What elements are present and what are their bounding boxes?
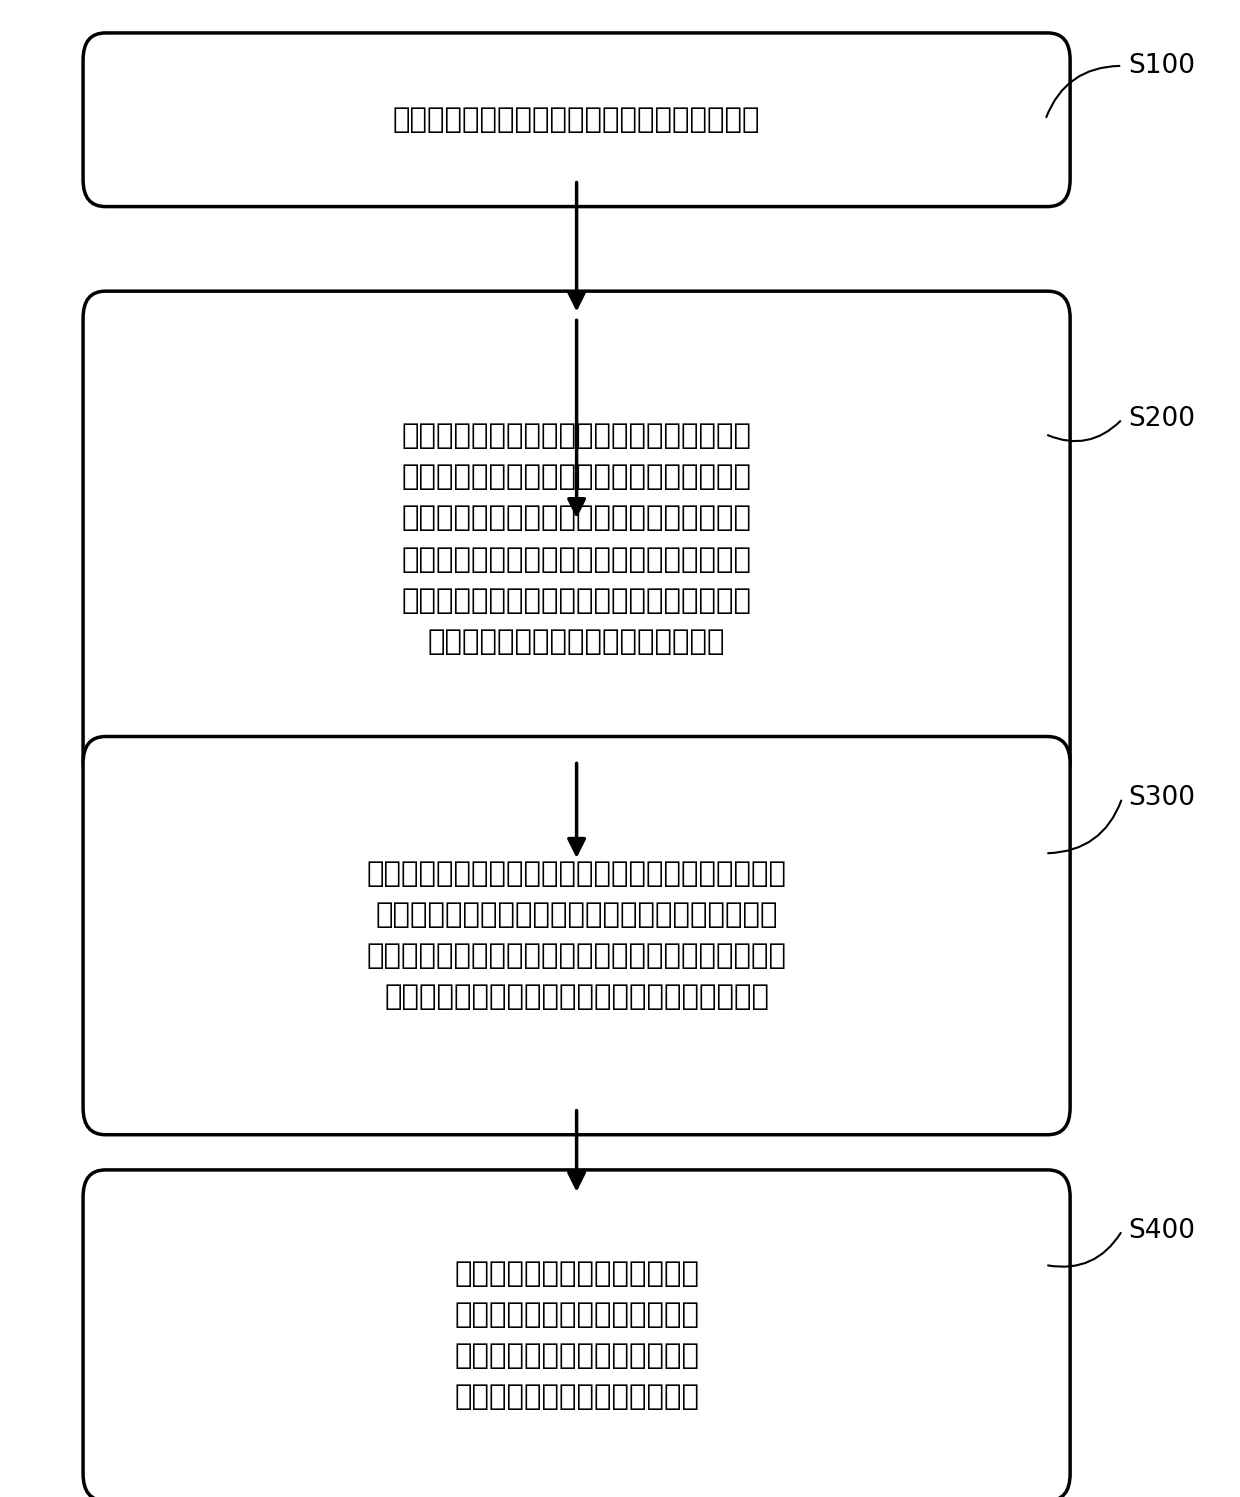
Text: 下沉及竖向悬停网算：使上述浮筒压载，将整个网算下
沉至吸力锂位置，通过张力筋腱将网算连接在吸力锂
上，之后排出浮筒内压载水，浮筒上升，使竖向张力缆
和张力筋腱在: 下沉及竖向悬停网算：使上述浮筒压载，将整个网算下 沉至吸力锂位置，通过张力筋腱将… <box>367 859 786 1012</box>
FancyBboxPatch shape <box>83 33 1070 207</box>
FancyBboxPatch shape <box>83 290 1070 787</box>
Text: S400: S400 <box>1128 1217 1195 1244</box>
Text: 定点抛锂：将吸力锂投放至海床指定位置抛锂；: 定点抛锂：将吸力锂投放至海床指定位置抛锂； <box>393 106 760 133</box>
Text: S100: S100 <box>1128 52 1195 79</box>
Text: S200: S200 <box>1128 406 1195 433</box>
FancyBboxPatch shape <box>83 1171 1070 1497</box>
Text: 横向张拉网算：横向牢引安装在
各浮筒上的多个锁链，至锁链的
牢引力达到可使网算处于张紧状
态，抛锂，完成网算定点安装。: 横向张拉网算：横向牢引安装在 各浮筒上的多个锁链，至锁链的 牢引力达到可使网算处… <box>454 1259 699 1412</box>
FancyBboxPatch shape <box>83 737 1070 1135</box>
Text: 安装网算部件：将若干浮筒分别安装在两个水
平张力缆上，利用竖向张力缆连接两个所述水
平张力缆上对应位置的浮筒，再通过另一竖向
张力缆连接载荷传递盘和位于下方所述: 安装网算部件：将若干浮筒分别安装在两个水 平张力缆上，利用竖向张力缆连接两个所述… <box>402 422 751 656</box>
Text: S300: S300 <box>1128 784 1195 811</box>
